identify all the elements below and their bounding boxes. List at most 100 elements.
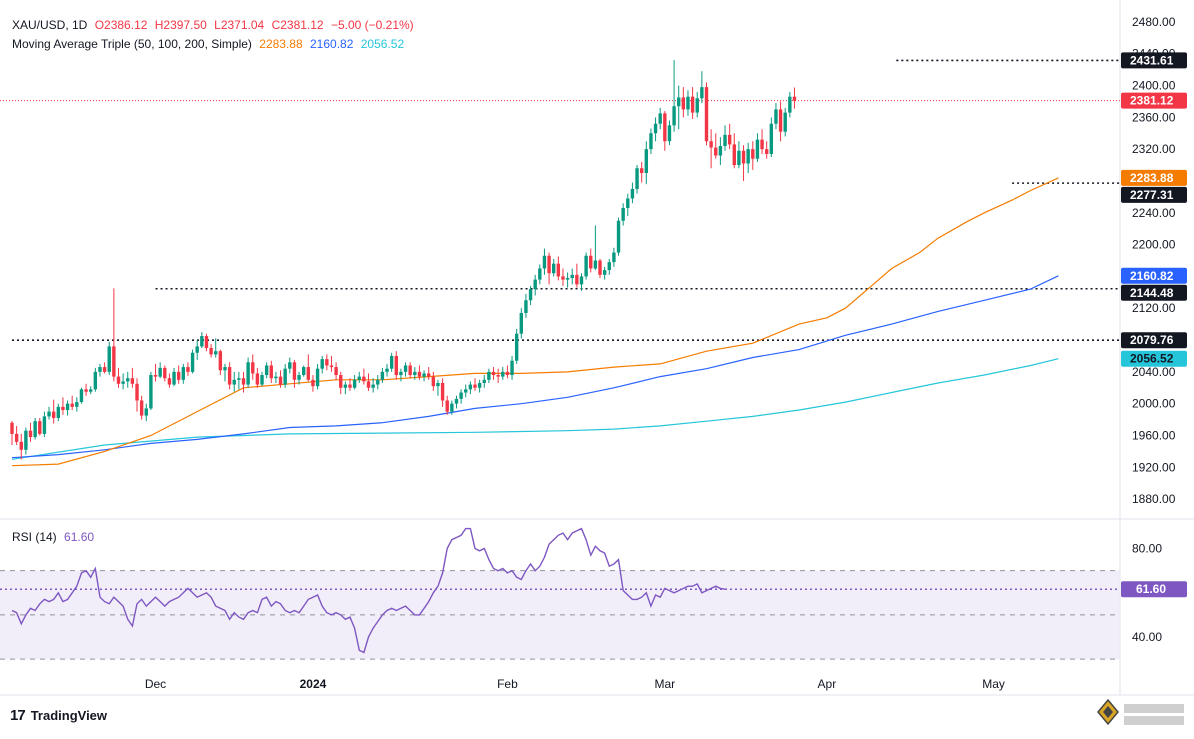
candle-body bbox=[274, 376, 278, 379]
candle-body bbox=[501, 371, 505, 377]
ma-legend-label[interactable]: Moving Average Triple (50, 100, 200, Sim… bbox=[12, 37, 252, 51]
candle-body bbox=[403, 365, 408, 372]
candle-body bbox=[644, 149, 649, 174]
candle-body bbox=[241, 378, 246, 385]
ma100-value: 2160.82 bbox=[310, 37, 354, 51]
candle-body bbox=[195, 346, 199, 353]
candle-body bbox=[570, 274, 574, 279]
candle-body bbox=[547, 255, 551, 274]
price-label-box bbox=[1121, 92, 1187, 109]
ma200-value: 2056.52 bbox=[360, 37, 405, 51]
candle-body bbox=[163, 367, 167, 379]
candle-body bbox=[89, 389, 93, 392]
candle-body bbox=[422, 373, 426, 377]
candle-body bbox=[533, 279, 537, 290]
legend-symbol[interactable]: XAU/USD, 1D bbox=[12, 18, 88, 32]
candle-body bbox=[144, 408, 148, 416]
candle-body bbox=[718, 145, 723, 156]
candle-body bbox=[681, 97, 686, 110]
candle-body bbox=[427, 373, 431, 377]
candle-body bbox=[621, 208, 625, 221]
candle-body bbox=[737, 150, 741, 166]
candle-body bbox=[616, 220, 621, 253]
legend-high: H2397.50 bbox=[154, 18, 207, 32]
price-label-box bbox=[1121, 350, 1187, 367]
candle-body bbox=[153, 375, 158, 377]
candle-body bbox=[751, 149, 755, 159]
rsi-legend-label[interactable]: RSI (14) bbox=[12, 530, 57, 544]
candle-body bbox=[209, 347, 213, 355]
candle-body bbox=[102, 367, 107, 372]
price-tick-label: 2120.00 bbox=[1132, 301, 1176, 315]
candle-body bbox=[65, 403, 70, 411]
price-tick-label: 2040.00 bbox=[1132, 365, 1176, 379]
candle-body bbox=[33, 421, 37, 438]
rsi-value-label: 61.60 bbox=[1136, 582, 1166, 596]
candle-body bbox=[464, 389, 468, 393]
candle-body bbox=[371, 384, 375, 388]
rsi-legend: RSI (14) 61.60 bbox=[12, 530, 98, 544]
legend-change: −5.00 (−0.21%) bbox=[330, 18, 414, 32]
ma200-line bbox=[11, 358, 1059, 460]
time-tick-label: Dec bbox=[145, 677, 166, 691]
candle-body bbox=[741, 150, 746, 164]
candle-body bbox=[552, 263, 556, 274]
tradingview-logo-icon: 17 bbox=[10, 707, 26, 724]
candle-body bbox=[778, 109, 783, 132]
candle-body bbox=[769, 123, 774, 154]
candle-body bbox=[723, 134, 727, 146]
candle-body bbox=[575, 274, 579, 285]
candle-body bbox=[727, 134, 732, 145]
candle-body bbox=[413, 371, 417, 376]
candle-body bbox=[450, 403, 454, 412]
candle-body bbox=[436, 382, 440, 387]
candle-body bbox=[130, 378, 135, 384]
candle-body bbox=[288, 362, 292, 369]
candle-body bbox=[292, 362, 297, 380]
candle-body bbox=[158, 367, 162, 377]
candle-body bbox=[10, 422, 14, 434]
candle-body bbox=[93, 371, 98, 390]
candle-body bbox=[649, 133, 653, 150]
candle-body bbox=[635, 168, 639, 189]
candle-body bbox=[246, 362, 250, 385]
candle-body bbox=[672, 106, 676, 126]
candle-body bbox=[47, 411, 51, 417]
legend-close: C2381.12 bbox=[271, 18, 324, 32]
candle-body bbox=[227, 367, 232, 385]
price-label: 2277.31 bbox=[1130, 188, 1174, 202]
legend-low: L2371.04 bbox=[214, 18, 265, 32]
price-label: 2144.48 bbox=[1130, 286, 1174, 300]
price-label: 2431.61 bbox=[1130, 53, 1174, 67]
rsi-line bbox=[11, 527, 726, 654]
candle-body bbox=[38, 421, 42, 434]
candle-body bbox=[524, 300, 528, 313]
candle-body bbox=[352, 379, 357, 388]
ma-legend: Moving Average Triple (50, 100, 200, Sim… bbox=[12, 37, 408, 51]
watermark-logo bbox=[1097, 698, 1184, 726]
price-label: 2381.12 bbox=[1130, 94, 1174, 108]
time-tick-label: Mar bbox=[654, 677, 675, 691]
candle-body bbox=[362, 376, 366, 382]
candle-body bbox=[223, 367, 227, 371]
candle-body bbox=[98, 367, 102, 372]
candle-body bbox=[186, 367, 190, 372]
candle-body bbox=[306, 367, 311, 380]
tradingview-logo[interactable]: 17 TradingView bbox=[10, 707, 107, 724]
candle-body bbox=[473, 384, 477, 388]
price-tick-label: 2360.00 bbox=[1132, 110, 1176, 124]
candle-body bbox=[760, 139, 764, 150]
candle-body bbox=[658, 113, 662, 124]
candle-body bbox=[112, 346, 116, 377]
price-tick-label: 2240.00 bbox=[1132, 206, 1176, 220]
candle-body bbox=[121, 381, 125, 384]
rsi-value-box bbox=[1121, 581, 1187, 598]
candle-body bbox=[51, 411, 56, 418]
candle-body bbox=[251, 362, 255, 374]
candle-body bbox=[389, 355, 394, 369]
candle-body bbox=[376, 379, 380, 385]
brand-text: TradingView bbox=[30, 708, 108, 723]
candle-body bbox=[487, 371, 491, 380]
